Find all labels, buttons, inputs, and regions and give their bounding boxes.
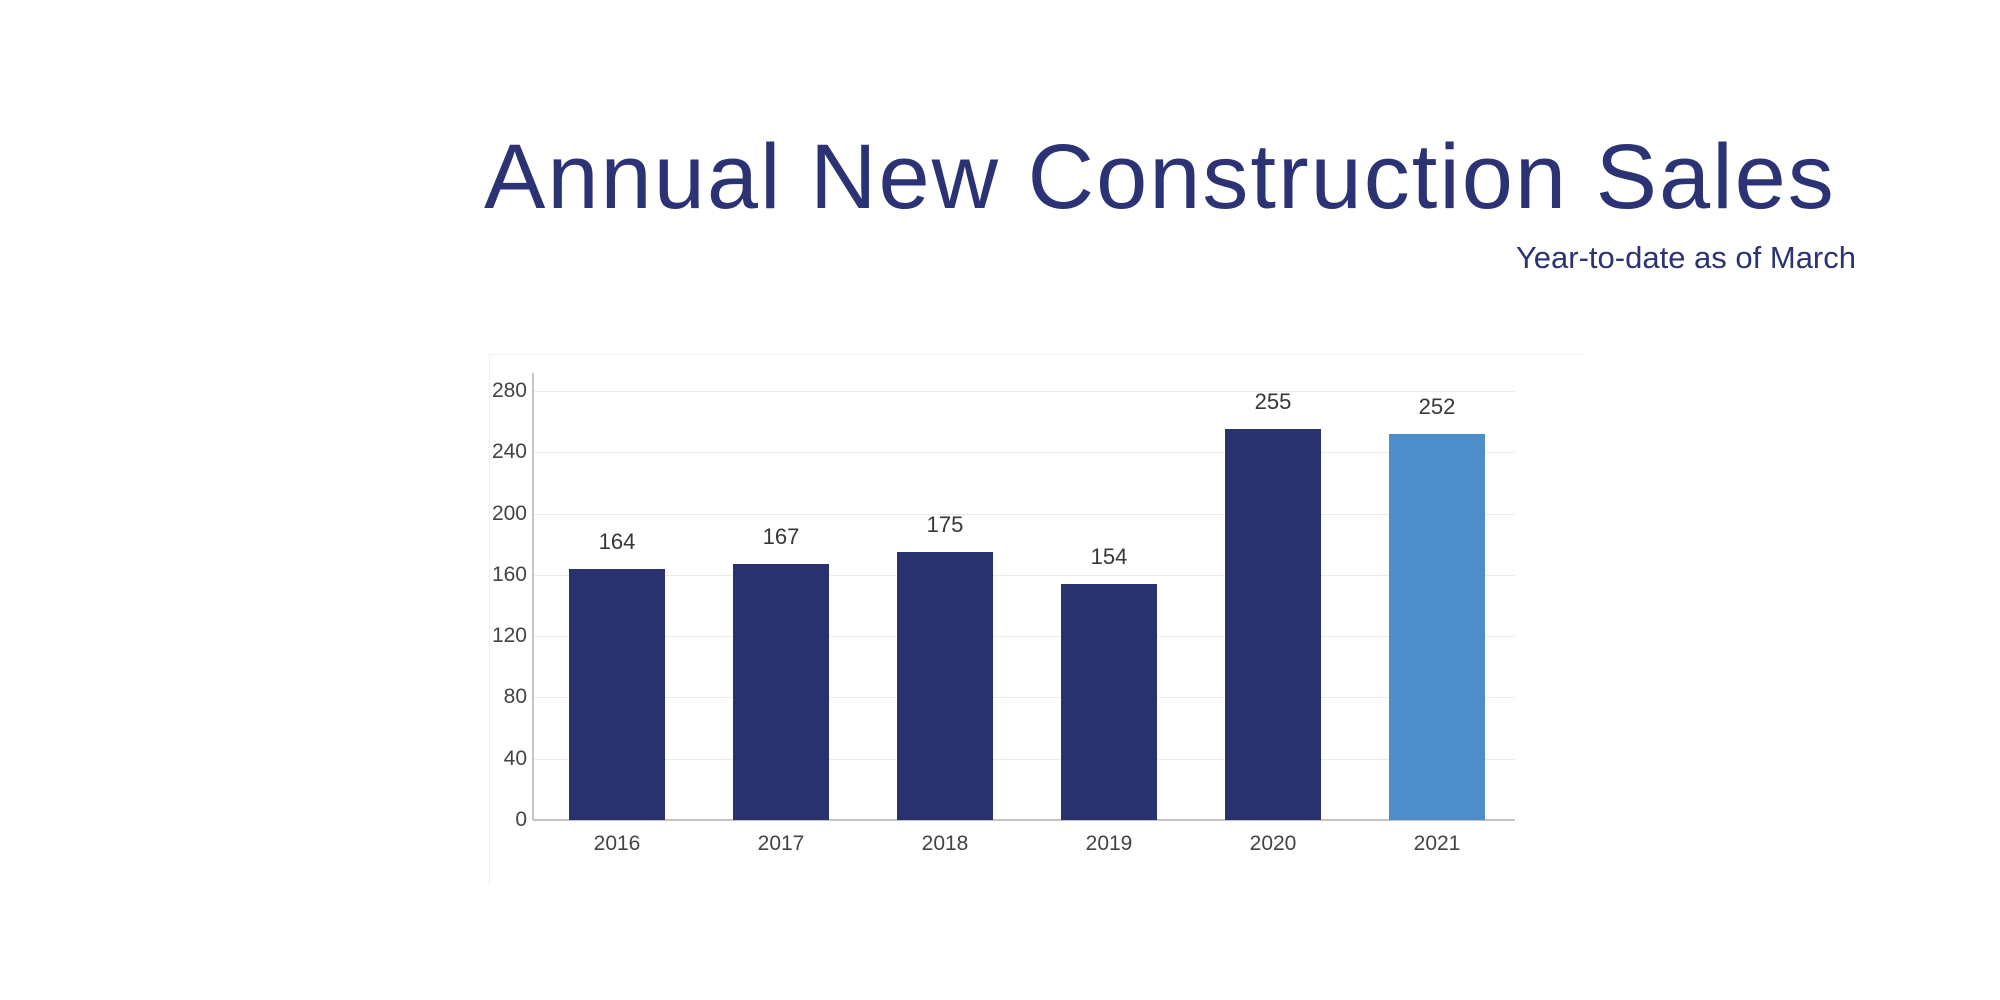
bar-2017 <box>733 564 829 820</box>
gridline <box>533 575 1515 576</box>
y-tick-label: 160 <box>491 563 527 586</box>
gridline <box>533 759 1515 760</box>
x-axis-line <box>533 819 1515 821</box>
x-tick-label: 2018 <box>921 832 969 855</box>
bar-value-label: 154 <box>1090 543 1128 569</box>
x-tick-label: 2021 <box>1413 832 1461 855</box>
gridline <box>533 391 1515 392</box>
chart-title: Annual New Construction Sales <box>484 126 1836 228</box>
y-tick-label: 280 <box>491 379 527 402</box>
bar-2016 <box>569 568 665 820</box>
bar-value-label: 255 <box>1254 389 1292 415</box>
y-tick-label: 240 <box>491 440 527 463</box>
chart-panel <box>489 354 1583 885</box>
y-tick-label: 200 <box>491 502 527 525</box>
bar-value-label: 164 <box>598 528 636 554</box>
y-tick-label: 40 <box>503 747 527 770</box>
bar-2019 <box>1061 583 1157 820</box>
gridline <box>533 452 1515 453</box>
chart-subtitle: Year-to-date as of March <box>1515 240 1856 275</box>
bar-2021 <box>1389 433 1485 820</box>
bar-value-label: 175 <box>926 511 964 537</box>
gridline <box>533 514 1515 515</box>
bar-2018 <box>897 551 993 820</box>
y-tick-label: 0 <box>515 808 527 831</box>
x-tick-label: 2016 <box>593 832 641 855</box>
bar-value-label: 252 <box>1418 393 1456 419</box>
y-tick-label: 120 <box>491 624 527 647</box>
x-tick-label: 2020 <box>1249 832 1297 855</box>
y-tick-label: 80 <box>503 685 527 708</box>
x-tick-label: 2019 <box>1085 832 1133 855</box>
bar-value-label: 167 <box>762 524 800 550</box>
x-tick-label: 2017 <box>757 832 805 855</box>
gridline <box>533 697 1515 698</box>
bar-2020 <box>1225 429 1321 820</box>
y-axis-line <box>532 373 534 820</box>
gridline <box>533 636 1515 637</box>
